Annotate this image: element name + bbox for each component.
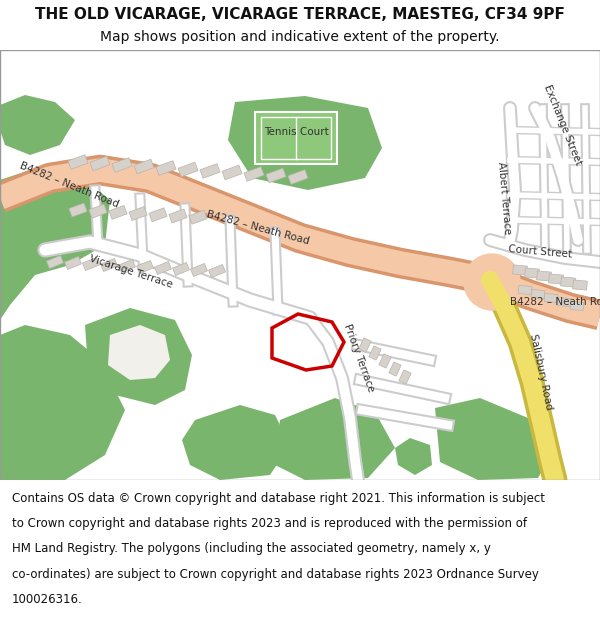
Bar — [191, 264, 208, 276]
Bar — [531, 289, 545, 299]
Bar — [109, 206, 127, 219]
Text: Court Street: Court Street — [508, 244, 572, 260]
Bar — [266, 168, 286, 182]
Bar — [90, 156, 110, 171]
Polygon shape — [395, 438, 432, 475]
Text: Salisbury Road: Salisbury Road — [528, 333, 554, 411]
Polygon shape — [85, 308, 192, 405]
Bar — [518, 286, 532, 294]
Bar — [572, 280, 587, 290]
Text: B4282 – Neath Road: B4282 – Neath Road — [18, 161, 120, 209]
Bar — [69, 203, 87, 217]
Bar — [47, 256, 64, 269]
Text: Vicarage Terrace: Vicarage Terrace — [88, 254, 174, 290]
Bar — [112, 158, 132, 172]
Bar — [155, 261, 172, 274]
Bar — [89, 204, 107, 218]
Bar — [173, 262, 190, 276]
Text: B4282 – Neath Road: B4282 – Neath Road — [510, 297, 600, 307]
Bar — [129, 207, 147, 221]
Bar — [399, 370, 411, 384]
Text: Tennis Court: Tennis Court — [263, 127, 328, 137]
Text: Map shows position and indicative extent of the property.: Map shows position and indicative extent… — [100, 31, 500, 44]
Bar — [209, 264, 226, 278]
Polygon shape — [0, 165, 110, 320]
Bar — [536, 271, 551, 281]
Polygon shape — [0, 95, 75, 155]
Polygon shape — [108, 325, 170, 380]
Bar — [200, 164, 220, 178]
Bar — [359, 338, 371, 352]
Bar — [101, 259, 118, 271]
Bar — [156, 161, 176, 175]
Bar — [389, 362, 401, 376]
Bar — [189, 210, 207, 224]
Bar — [261, 117, 331, 159]
Bar — [369, 346, 381, 360]
Polygon shape — [275, 398, 395, 480]
Circle shape — [464, 254, 520, 310]
Polygon shape — [0, 325, 125, 480]
Text: B4282 – Neath Road: B4282 – Neath Road — [205, 209, 310, 246]
Polygon shape — [228, 96, 382, 190]
Bar — [379, 354, 391, 368]
Text: Priory Terrace: Priory Terrace — [342, 322, 376, 393]
Bar — [560, 277, 575, 287]
Text: THE OLD VICARAGE, VICARAGE TERRACE, MAESTEG, CF34 9PF: THE OLD VICARAGE, VICARAGE TERRACE, MAES… — [35, 6, 565, 21]
Bar — [169, 209, 187, 223]
Bar — [83, 258, 100, 271]
Bar — [288, 170, 308, 184]
Bar — [244, 167, 264, 181]
Polygon shape — [182, 405, 290, 480]
Bar — [570, 301, 584, 311]
Text: Exchange Street: Exchange Street — [542, 83, 583, 167]
Text: Albert Terrace: Albert Terrace — [496, 161, 512, 235]
Polygon shape — [435, 398, 555, 480]
Bar — [544, 294, 558, 302]
Bar — [119, 259, 136, 272]
Bar — [222, 165, 242, 180]
Text: co-ordinates) are subject to Crown copyright and database rights 2023 Ordnance S: co-ordinates) are subject to Crown copyr… — [12, 568, 539, 581]
Bar — [548, 274, 563, 284]
Bar — [512, 265, 527, 275]
Bar — [557, 298, 571, 306]
Bar — [134, 159, 154, 174]
Bar — [255, 112, 337, 164]
Bar — [149, 208, 167, 222]
Text: HM Land Registry. The polygons (including the associated geometry, namely x, y: HM Land Registry. The polygons (includin… — [12, 542, 491, 556]
Bar — [137, 261, 154, 274]
Text: 100026316.: 100026316. — [12, 593, 83, 606]
Bar — [65, 256, 82, 269]
Text: to Crown copyright and database rights 2023 and is reproduced with the permissio: to Crown copyright and database rights 2… — [12, 517, 527, 530]
Bar — [178, 162, 198, 177]
Text: Contains OS data © Crown copyright and database right 2021. This information is : Contains OS data © Crown copyright and d… — [12, 492, 545, 504]
Bar — [524, 268, 539, 278]
Bar — [68, 155, 88, 169]
